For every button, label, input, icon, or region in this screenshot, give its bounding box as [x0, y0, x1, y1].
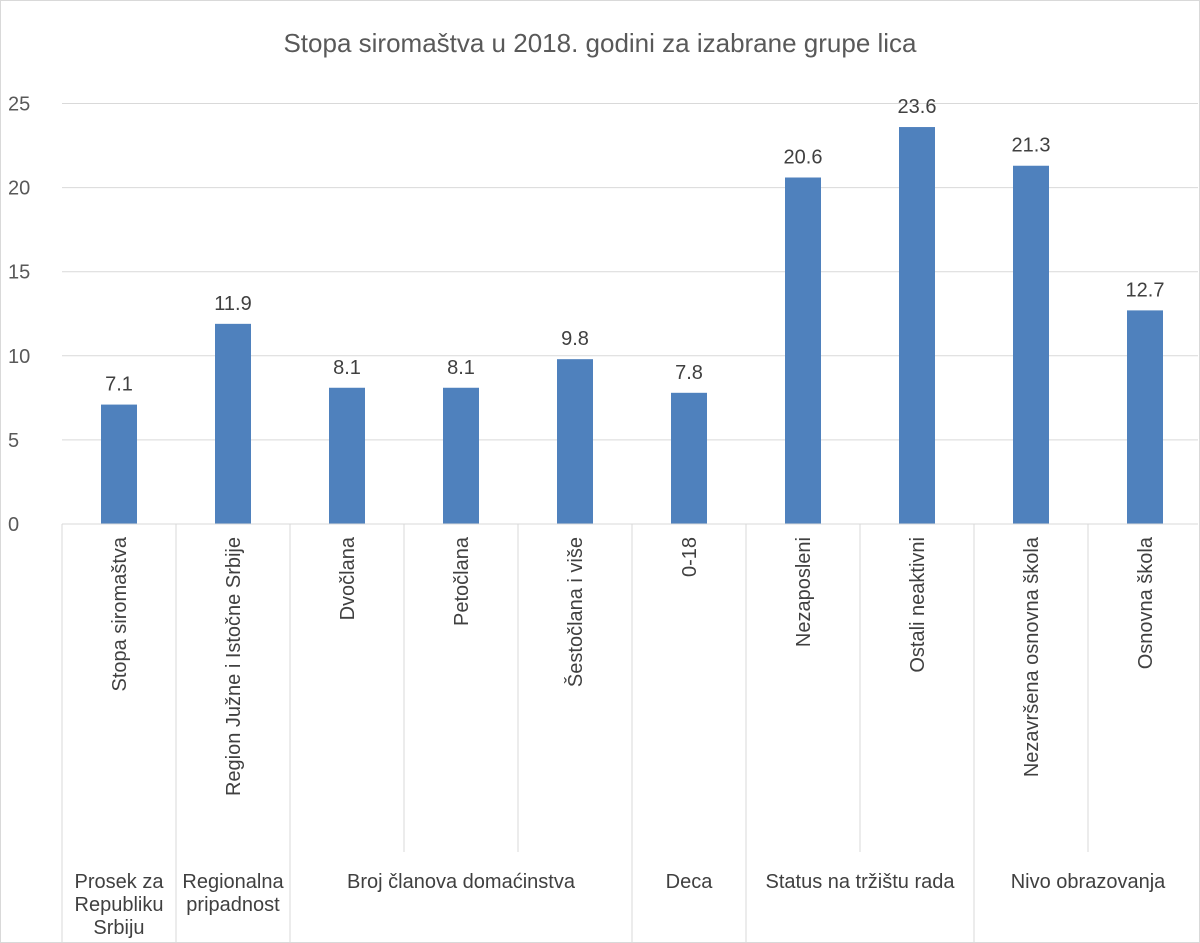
category-label: Petočlana — [451, 536, 473, 626]
y-tick-label: 10 — [8, 346, 30, 368]
data-label: 21.3 — [1012, 135, 1051, 157]
category-label: Nezaposleni — [793, 537, 815, 647]
data-label: 9.8 — [561, 328, 589, 350]
group-label: pripadnost — [186, 894, 280, 916]
data-labels: 7.1 11.9 8.1 8.1 9.8 7.8 20.6 23.6 21.3 12.7 — [105, 96, 1164, 396]
category-label: Ostali neaktivni — [907, 537, 929, 673]
bars — [101, 127, 1163, 524]
bar — [101, 404, 137, 524]
category-label: Dvočlana — [337, 536, 359, 620]
data-label: 12.7 — [1126, 279, 1165, 301]
x-axis: Stopa siromaštva Region Južne i Istočne S… — [61, 523, 1198, 943]
y-tick-label: 15 — [8, 262, 30, 284]
group-label: Srbiju — [93, 917, 144, 939]
y-tick-label: 5 — [8, 430, 19, 452]
data-label: 20.6 — [784, 147, 823, 169]
bar — [785, 177, 821, 524]
category-label: Stopa siromaštva — [109, 536, 131, 691]
data-label: 23.6 — [898, 96, 937, 118]
category-label: Region Južne i Istočne Srbije — [223, 537, 245, 796]
data-label: 8.1 — [333, 357, 361, 379]
group-label: Deca — [666, 871, 714, 893]
data-label: 7.8 — [675, 362, 703, 384]
gridlines — [62, 103, 1198, 441]
data-label: 8.1 — [447, 357, 475, 379]
bar — [329, 387, 365, 524]
category-label: 0-18 — [679, 537, 701, 577]
group-label: Republiku — [75, 894, 164, 916]
category-label: Nezavršena osnovna škola — [1021, 536, 1043, 777]
chart-title: Stopa siromaštva u 2018. godini za izabr… — [283, 28, 917, 58]
group-label: Status na tržištu rada — [766, 871, 956, 893]
data-label: 11.9 — [214, 293, 251, 315]
bar — [671, 392, 707, 524]
bar — [557, 359, 593, 524]
group-label: Nivo obrazovanja — [1011, 871, 1166, 893]
bar — [1127, 310, 1163, 524]
category-label: Osnovna škola — [1135, 536, 1157, 669]
data-label: 7.1 — [105, 374, 133, 396]
bar — [215, 323, 251, 524]
y-tick-label: 0 — [8, 514, 19, 536]
bar — [1013, 165, 1049, 524]
bar — [443, 387, 479, 524]
bar — [899, 127, 935, 524]
y-tick-label: 25 — [8, 94, 30, 116]
y-axis: 0 5 10 15 20 25 — [8, 94, 30, 537]
group-label: Broj članova domaćinstva — [347, 871, 576, 893]
y-tick-label: 20 — [8, 178, 30, 200]
group-label: Regionalna — [182, 871, 284, 893]
category-label: Šestočlana i više — [564, 537, 587, 687]
group-label: Prosek za — [75, 871, 165, 893]
